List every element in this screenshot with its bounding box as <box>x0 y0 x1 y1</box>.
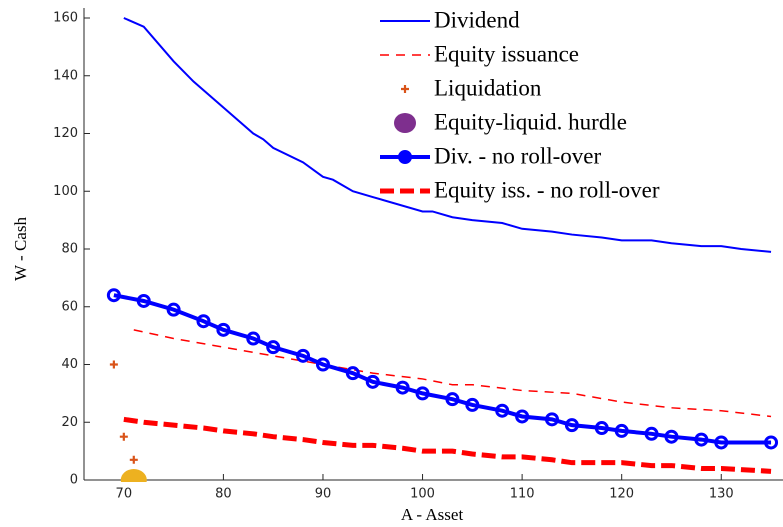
legend-label: Liquidation <box>434 75 542 100</box>
series-line <box>133 329 772 418</box>
legend-label: Equity-liquid. hurdle <box>434 109 627 134</box>
liquidation-point <box>129 455 138 464</box>
y-tick-label: 120 <box>53 126 78 141</box>
series-marker <box>296 348 311 363</box>
x-tick-label: 80 <box>215 487 232 502</box>
x-tick-label: 90 <box>315 487 332 502</box>
series-marker <box>714 435 729 450</box>
series-marker <box>106 288 121 303</box>
series-marker <box>345 366 360 381</box>
series-marker <box>614 423 629 438</box>
y-tick-label: 80 <box>61 242 78 257</box>
series-marker <box>196 314 211 329</box>
x-tick-label: 100 <box>410 487 435 502</box>
x-tick-label: 70 <box>116 487 133 502</box>
liquidation-point <box>109 360 118 369</box>
x-tick-label: 130 <box>709 487 734 502</box>
series-marker <box>515 409 530 424</box>
y-tick-label: 140 <box>53 68 78 83</box>
hurdle-point <box>120 469 147 482</box>
series-marker <box>166 302 181 317</box>
series-marker <box>564 418 579 433</box>
series-line <box>113 293 772 445</box>
legend-label: Div. - no roll-over <box>434 143 601 168</box>
liquidation-point <box>119 432 128 441</box>
series-marker <box>365 374 380 389</box>
series-marker <box>266 340 281 355</box>
series-marker <box>495 403 510 418</box>
legend-label: Equity issuance <box>434 41 579 66</box>
series-marker <box>694 432 709 447</box>
y-tick-label: 40 <box>61 357 78 372</box>
x-tick-label: 110 <box>510 487 535 502</box>
series-marker <box>764 435 779 450</box>
series-marker <box>136 293 151 308</box>
series-marker <box>644 426 659 441</box>
x-tick-label: 120 <box>609 487 634 502</box>
plot-area <box>106 17 779 482</box>
series-marker <box>465 397 480 412</box>
series-marker <box>664 429 679 444</box>
series-line <box>123 416 772 474</box>
series-line <box>123 17 772 253</box>
series-marker <box>415 386 430 401</box>
liquidation-point <box>401 85 409 93</box>
series-marker <box>315 357 330 372</box>
series-marker <box>544 412 559 427</box>
y-tick-label: 60 <box>61 299 78 314</box>
series-marker <box>216 322 231 337</box>
y-tick-label: 20 <box>61 415 78 430</box>
y-tick-label: 160 <box>53 11 78 26</box>
series-marker <box>395 380 410 395</box>
series-marker <box>445 392 460 407</box>
legend-swatch <box>394 113 416 133</box>
legend-label: Equity iss. - no roll-over <box>434 177 660 202</box>
y-tick-label: 0 <box>70 473 78 488</box>
y-axis-label: W - Cash <box>11 217 30 281</box>
y-tick-label: 100 <box>53 184 78 199</box>
x-axis-label: A - Asset <box>401 505 464 524</box>
series-marker <box>246 331 261 346</box>
legend-label: Dividend <box>434 7 520 32</box>
series-marker <box>594 421 609 436</box>
legend-swatch <box>398 150 412 164</box>
